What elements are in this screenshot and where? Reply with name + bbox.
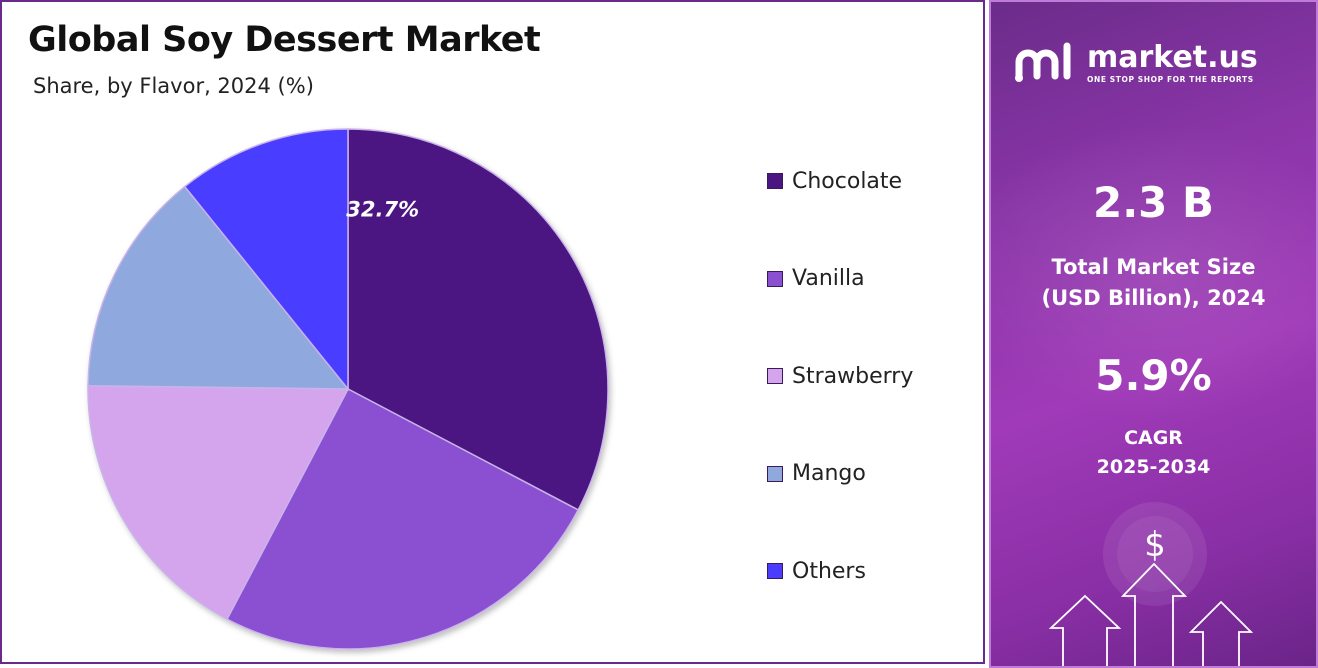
brand-name: market.us (1087, 40, 1258, 75)
legend-item-strawberry: Strawberry (767, 359, 913, 393)
legend-label: Mango (792, 461, 866, 486)
chart-title: Global Soy Dessert Market (28, 20, 541, 60)
market-size-label-line2: (USD Billion), 2024 (1041, 286, 1266, 310)
market-size-label-line1: Total Market Size (1051, 255, 1256, 279)
legend-label: Strawberry (792, 363, 914, 389)
arrow-up-icon (1188, 600, 1254, 666)
legend-label: Others (792, 558, 866, 584)
data-label-chocolate: 32.7% (346, 197, 419, 221)
pie-slice-chocolate (347, 128, 609, 511)
legend-swatch (767, 465, 783, 482)
coin-inner-ring (1117, 516, 1193, 592)
pie-slice-vanilla (226, 387, 580, 650)
legend-label: Chocolate (792, 168, 903, 194)
pie-slice-strawberry (87, 384, 350, 621)
chart-subtitle: Share, by Flavor, 2024 (%) (33, 74, 314, 98)
legend-item-chocolate: Chocolate (767, 164, 913, 198)
arrow-up-icon (1048, 594, 1122, 666)
legend-swatch (767, 368, 783, 384)
pie-slice-others (183, 128, 349, 392)
info-panel: $ market.us ONE STOP SHOP FOR THE REPORT… (989, 0, 1318, 668)
dollar-sign-icon: $ (1144, 525, 1166, 565)
legend-item-vanilla: Vanilla (767, 262, 913, 296)
chart-legend: Chocolate Vanilla Strawberry Mango Others (767, 164, 913, 652)
legend-item-mango: Mango (767, 457, 913, 491)
cagr-label-line1: CAGR (1124, 427, 1183, 449)
decoration-graphic: $ (1048, 502, 1254, 666)
background-shade (991, 122, 1316, 422)
cagr-label-line2: 2025-2034 (1096, 456, 1211, 478)
chart-panel: Global Soy Dessert Market Share, by Flav… (0, 0, 985, 664)
market-us-logo-icon (1015, 42, 1071, 82)
legend-swatch (767, 270, 783, 287)
arrow-up-icons (1048, 562, 1254, 666)
legend-label: Vanilla (792, 266, 865, 291)
legend-swatch (767, 173, 783, 189)
market-size-value: 2.3 B (1092, 178, 1215, 227)
pie-slice-mango (87, 185, 350, 390)
legend-swatch (767, 563, 783, 579)
brand-tagline: ONE STOP SHOP FOR THE REPORTS (1087, 75, 1254, 84)
coin-icon (1103, 502, 1207, 606)
brand: market.us ONE STOP SHOP FOR THE REPORTS (1013, 38, 1258, 88)
cagr-value: 5.9% (1095, 351, 1212, 400)
legend-item-others: Others (767, 554, 913, 588)
arrow-up-icon (1120, 562, 1188, 666)
pie-chart: 32.7% (87, 128, 609, 650)
